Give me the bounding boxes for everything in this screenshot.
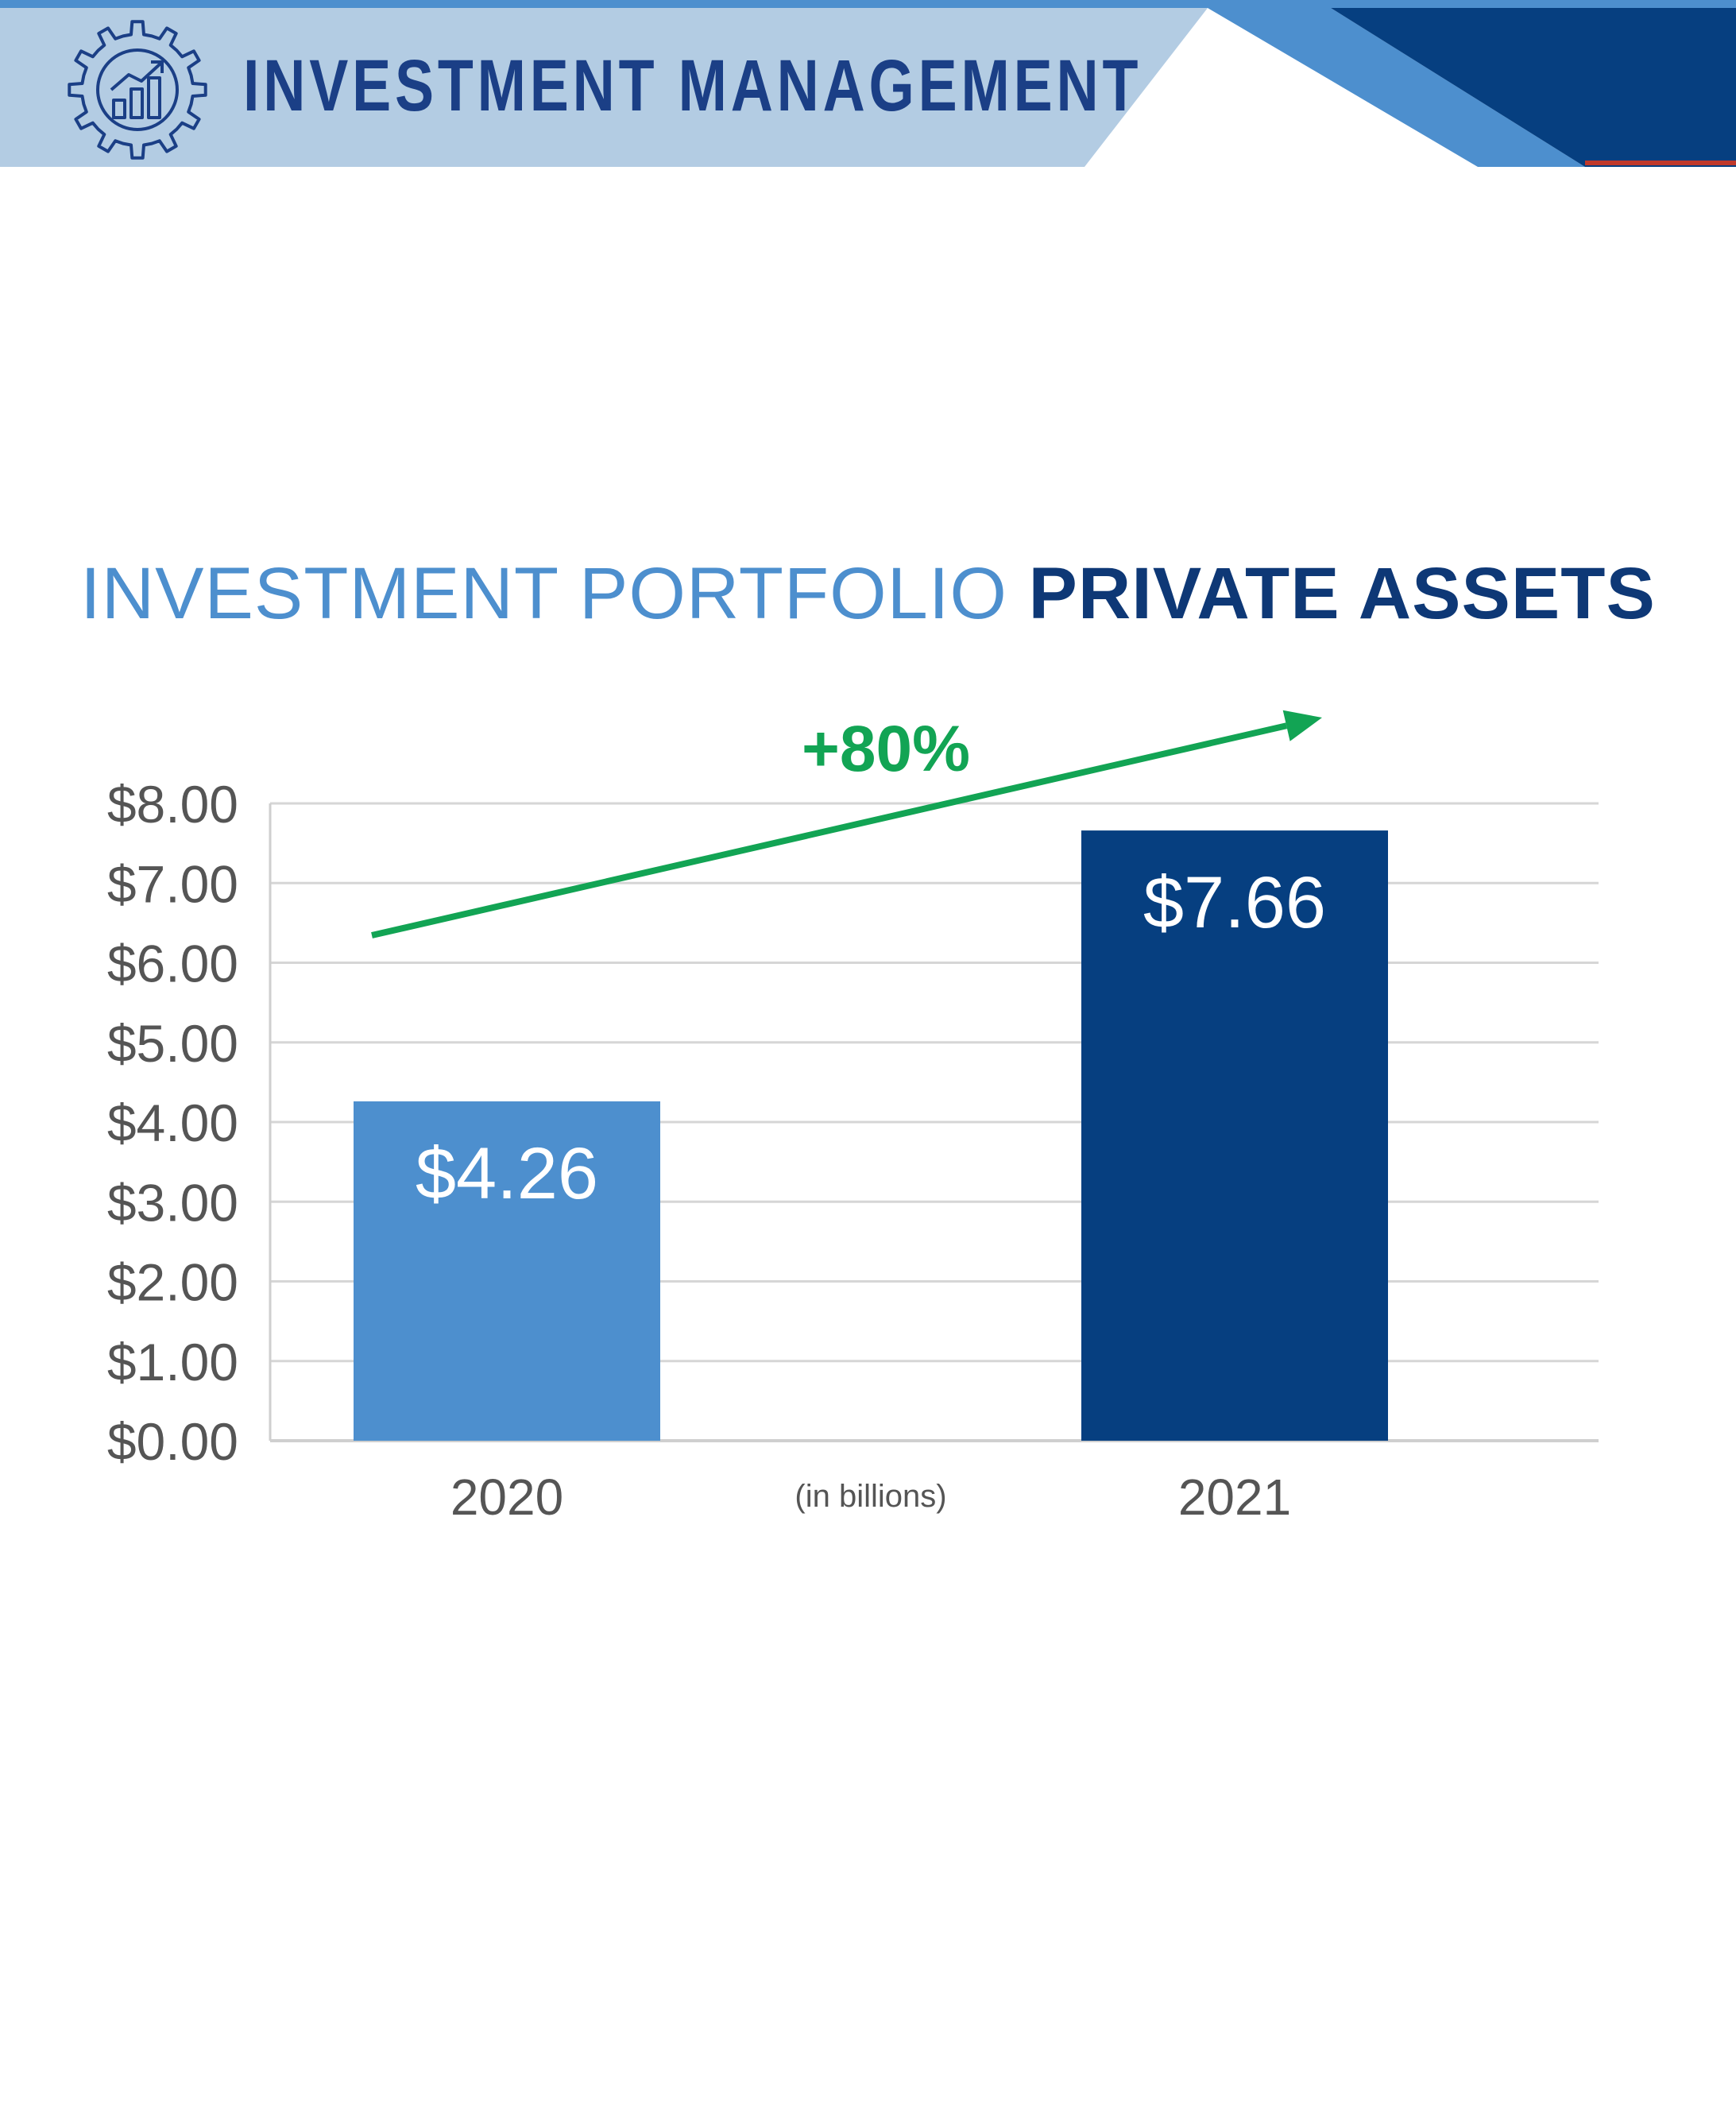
banner-mid-stripe [1208,8,1585,167]
y-tick-label: $7.00 [107,854,238,913]
icon-trend-arrowhead [151,60,164,73]
growth-arrow-layer: +80% [371,710,1322,938]
gear-chart-icon [68,20,207,160]
banner-red-accent [1585,161,1736,165]
bar-value-label: $7.66 [1143,862,1326,943]
header-title: INVESTMENT MANAGEMENT [243,45,1143,126]
header-banner [0,0,1736,167]
bar-value-label: $4.26 [416,1133,598,1214]
gear-inner-ring [96,48,179,131]
bar-2020 [354,1101,660,1441]
y-tick-label: $2.00 [107,1253,238,1312]
unit-note: (in billions) [795,1479,946,1514]
y-tick-label: $0.00 [107,1412,238,1471]
bar-2021 [1081,830,1388,1441]
y-tick-label: $6.00 [107,935,238,993]
chart-title: INVESTMENT PORTFOLIO PRIVATE ASSETS [0,552,1736,636]
icon-bar-2 [130,87,144,119]
y-tick-label: $3.00 [107,1173,238,1232]
label-layer: $0.00 $1.00 $2.00 $3.00 $4.00 $5.00 $6.00 $7.00… [107,775,1326,1526]
icon-bar-3 [147,76,161,119]
y-tick-label: $8.00 [107,775,238,834]
banner-dark-block [1331,8,1736,167]
chart-title-part1: INVESTMENT PORTFOLIO [80,553,1007,634]
x-tick-label: 2020 [450,1469,563,1526]
y-tick-label: $1.00 [107,1333,238,1391]
growth-arrowhead [1282,710,1322,741]
y-tick-label: $4.00 [107,1093,238,1152]
gear-outline [68,20,207,160]
growth-arrow-line [371,722,1288,938]
bar-layer [354,830,1388,1441]
y-tick-label: $5.00 [107,1014,238,1073]
icon-bar-1 [112,99,126,119]
banner-top-line [0,0,1736,8]
icon-trend-line [110,62,162,91]
chart-title-part2: PRIVATE ASSETS [1028,553,1656,634]
x-tick-label: 2021 [1178,1469,1291,1526]
banner-light-band [0,8,1208,167]
growth-label: +80% [802,713,970,785]
